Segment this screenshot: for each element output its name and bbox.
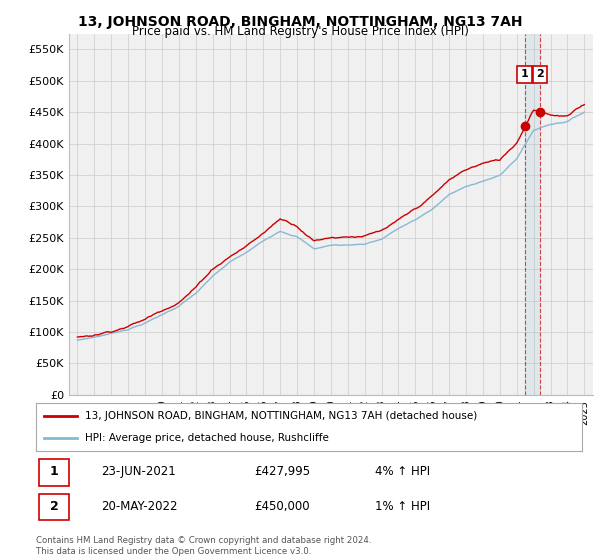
Text: 4% ↑ HPI: 4% ↑ HPI [374, 465, 430, 478]
Text: HPI: Average price, detached house, Rushcliffe: HPI: Average price, detached house, Rush… [85, 433, 329, 443]
FancyBboxPatch shape [39, 494, 69, 520]
Text: 1: 1 [50, 465, 58, 478]
Text: 20-MAY-2022: 20-MAY-2022 [101, 500, 178, 513]
Text: £427,995: £427,995 [254, 465, 311, 478]
Text: £450,000: £450,000 [254, 500, 310, 513]
FancyBboxPatch shape [39, 459, 69, 486]
Text: Contains HM Land Registry data © Crown copyright and database right 2024.
This d: Contains HM Land Registry data © Crown c… [36, 536, 371, 556]
Bar [525, 34, 540, 395]
Text: 23-JUN-2021: 23-JUN-2021 [101, 465, 176, 478]
Text: 1: 1 [521, 69, 529, 80]
Text: Price paid vs. HM Land Registry's House Price Index (HPI): Price paid vs. HM Land Registry's House … [131, 25, 469, 38]
Text: 2: 2 [50, 500, 58, 513]
Text: 13, JOHNSON ROAD, BINGHAM, NOTTINGHAM, NG13 7AH (detached house): 13, JOHNSON ROAD, BINGHAM, NOTTINGHAM, N… [85, 411, 478, 421]
Text: 13, JOHNSON ROAD, BINGHAM, NOTTINGHAM, NG13 7AH: 13, JOHNSON ROAD, BINGHAM, NOTTINGHAM, N… [78, 15, 522, 29]
Text: 1% ↑ HPI: 1% ↑ HPI [374, 500, 430, 513]
Text: 2: 2 [536, 69, 544, 80]
